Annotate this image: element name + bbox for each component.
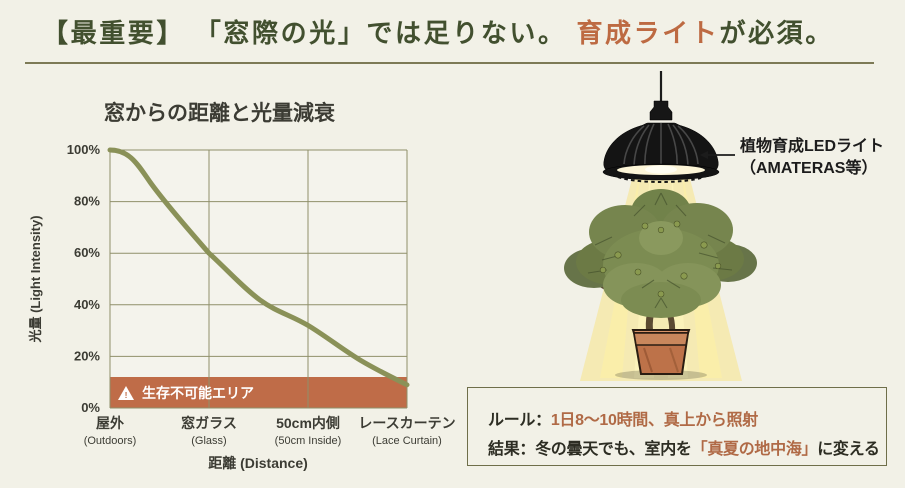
svg-text:植物育成LEDライト: 植物育成LEDライト [739, 136, 884, 155]
svg-text:（AMATERAS等）: （AMATERAS等） [740, 158, 877, 177]
